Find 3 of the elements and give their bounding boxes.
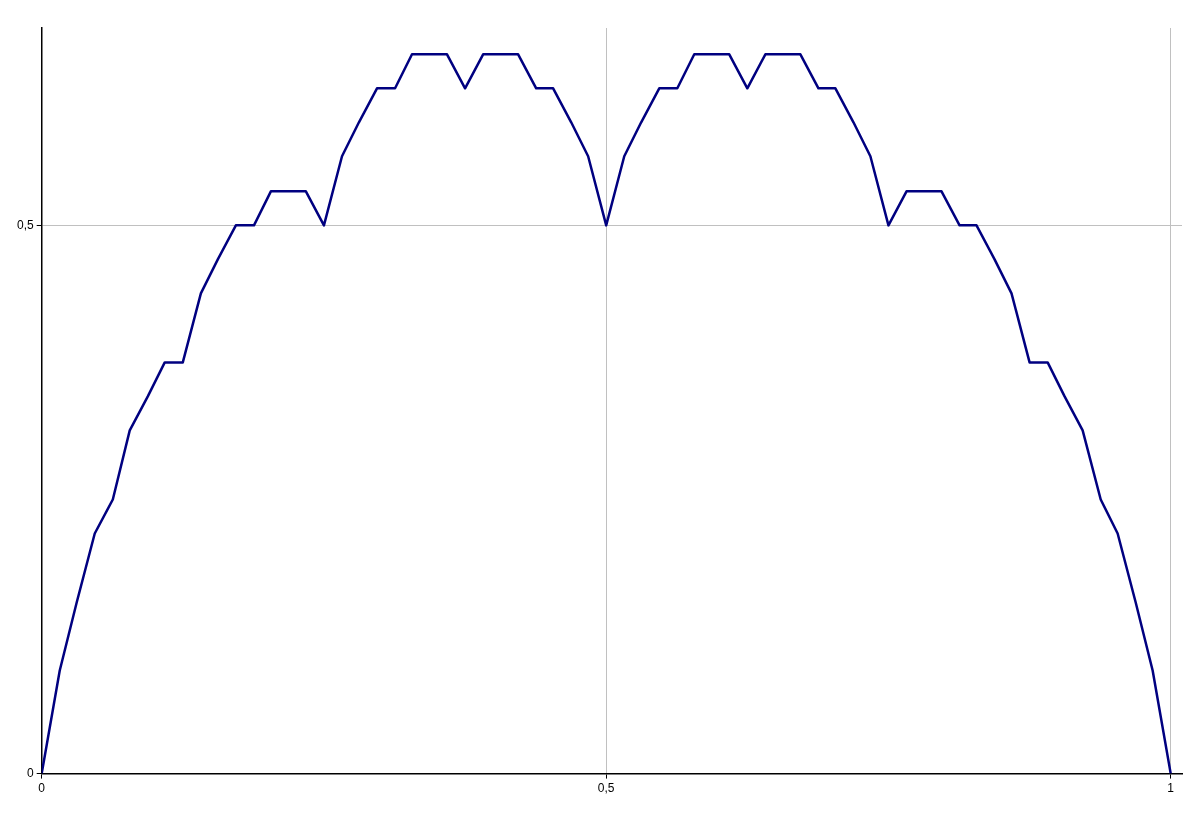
x-tick-label: 0	[38, 781, 46, 796]
x-tick-label: 1	[1167, 781, 1175, 796]
x-tick-label: 0,5	[597, 781, 615, 796]
